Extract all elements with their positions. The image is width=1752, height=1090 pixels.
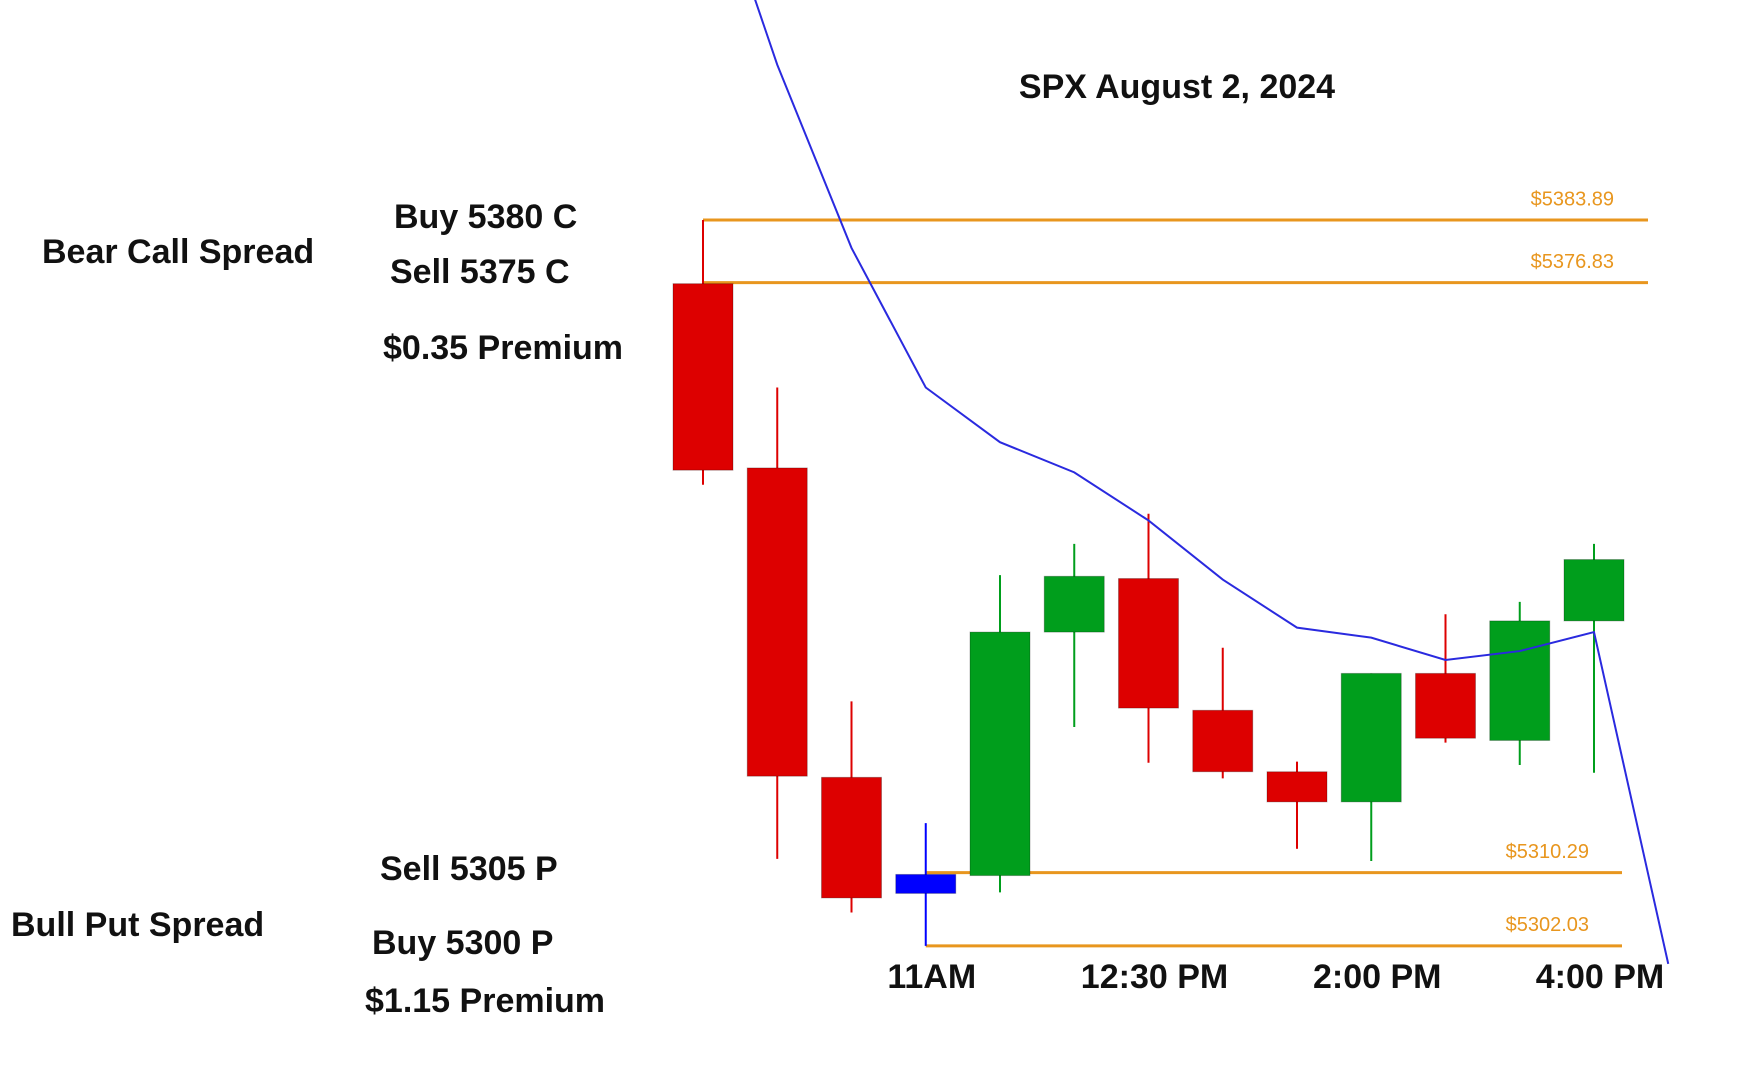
level-label: $5310.29 xyxy=(1506,841,1589,863)
annotation: $1.15 Premium xyxy=(365,982,605,1020)
candle-body xyxy=(1340,672,1402,803)
x-tick-label: 4:00 PM xyxy=(1536,958,1665,996)
candle-body xyxy=(746,467,808,777)
candle-body xyxy=(1118,578,1179,709)
candle-body xyxy=(1415,672,1476,739)
x-tick-label: 11AM xyxy=(887,958,976,996)
level-label: $5383.89 xyxy=(1531,188,1614,210)
level-label: $5302.03 xyxy=(1506,914,1589,936)
candle-body xyxy=(1266,771,1328,803)
level-label: $5376.83 xyxy=(1531,251,1614,273)
annotation: Buy 5380 C xyxy=(394,198,577,236)
average-line xyxy=(754,0,1670,965)
chart-title: SPX August 2, 2024 xyxy=(1019,68,1335,106)
annotation: Sell 5305 P xyxy=(380,850,558,888)
candle-body xyxy=(895,873,957,894)
x-tick-label: 12:30 PM xyxy=(1081,958,1228,996)
annotation: Sell 5375 C xyxy=(390,253,570,291)
x-tick-label: 2:00 PM xyxy=(1313,958,1442,996)
annotation: Bull Put Spread xyxy=(11,906,264,944)
annotation: $0.35 Premium xyxy=(383,329,623,367)
candle-body xyxy=(1489,620,1551,741)
candle-body xyxy=(821,776,882,899)
candle-body xyxy=(1192,709,1254,773)
annotation: Bear Call Spread xyxy=(42,233,314,271)
candle-body xyxy=(969,631,1031,877)
annotation: Buy 5300 P xyxy=(372,924,553,962)
candle-body xyxy=(1043,575,1105,633)
candle-body xyxy=(672,283,734,471)
candle-body xyxy=(1563,559,1625,622)
